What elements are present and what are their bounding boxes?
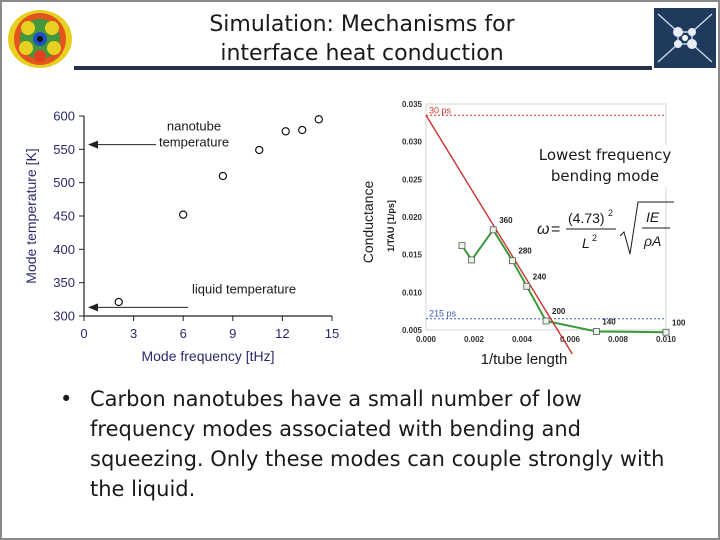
x-tick-label: 0.008 [608,335,629,344]
x-tick-label: 9 [229,326,236,341]
data-point [218,171,228,181]
reference-label: 30 ps [429,105,452,115]
bullet-point: • Carbon nanotubes have a small number o… [60,384,680,504]
y-tick-label: 300 [53,309,75,324]
data-point [542,317,550,325]
y-tick-label: 0.035 [402,100,423,109]
y-tick-label: 0.005 [402,326,423,335]
title-rule [74,66,652,70]
arrow-head [88,140,98,149]
data-label: 280 [518,247,532,256]
y-tick-label: 0.010 [402,288,423,297]
data-point [468,256,475,264]
svg-text:=: = [551,221,560,238]
data-point [114,297,123,307]
data-point [508,257,516,265]
data-point [523,282,531,290]
y-tick-label: 0.030 [402,138,423,147]
y-tick-label: 500 [53,175,75,190]
annotation-label: nanotube [167,119,221,134]
data-point [592,328,600,335]
svg-text:L: L [582,235,590,251]
title-line: Simulation: Mechanisms for [209,12,515,37]
formula: ω = (4.73) 2 L 2 IE ρA [537,201,674,255]
molecular-network-logo-icon [654,8,716,68]
y-tick-label: 450 [53,209,75,224]
data-point [662,328,670,336]
svg-text:ω: ω [537,221,549,238]
reference-label: 215 ps [429,309,457,319]
data-point [298,125,307,135]
plot-frame [425,103,667,331]
x-tick-label: 0 [80,326,87,341]
data-label: 100 [672,318,686,327]
x-tick-label: 0.006 [560,335,581,344]
inner-y-axis-label: 1/TAU [1/ps] [386,200,396,252]
x-tick-label: 3 [130,326,137,341]
slide-title: Simulation: Mechanisms for interface hea… [112,10,612,68]
data-point [179,210,188,219]
y-tick-label: 350 [53,275,75,290]
conductance-chart: 0.005 0.010 0.015 0.020 0.025 0.030 0.035 0.00… [352,98,702,372]
data-point [281,127,290,136]
label-line: bending mode [550,167,660,185]
y-tick-label: 600 [53,109,75,124]
y-tick-label: 550 [53,142,75,157]
y-tick-label: 400 [53,242,75,257]
outer-y-axis-label: Conductance [360,181,376,264]
series-line [425,114,573,355]
x-tick-label: 0.004 [512,335,533,344]
x-axis-label: 1/tube length [481,351,568,368]
x-tick-label: 0.000 [416,335,437,344]
arrow-head [88,303,98,312]
label-line: Lowest frequency [538,146,672,164]
svg-text:IE: IE [646,209,660,225]
mode-temperature-chart: 300 350 400 450 500 550 600 0 3 6 9 12 15 nanotube t… [16,102,346,370]
title-line: interface heat conduction [220,41,504,66]
data-point [255,145,264,155]
x-tick-label: 15 [325,326,339,341]
x-tick-label: 0.002 [464,335,485,344]
y-axis-label: Mode temperature [K] [23,148,39,283]
data-label: 360 [499,216,513,225]
data-label: 240 [533,272,547,281]
nanotube-cage-logo-icon [6,8,74,70]
svg-text:2: 2 [608,208,613,218]
data-point [489,226,497,234]
data-label: 200 [552,307,566,316]
annotation-label: liquid temperature [192,281,296,296]
x-tick-label: 0.010 [656,335,677,344]
svg-text:ρA: ρA [643,233,661,249]
y-tick-label: 0.020 [402,213,423,222]
data-point [458,242,466,250]
x-tick-label: 6 [180,326,187,341]
x-tick-label: 12 [275,326,289,341]
data-label: 140 [602,318,616,327]
y-tick-label: 0.025 [402,175,423,184]
annotation-label: temperature [159,135,229,150]
x-axis-label: Mode frequency [tHz] [141,348,274,364]
series-line [461,228,667,334]
bullet-text: Carbon nanotubes have a small number of … [90,387,665,501]
y-tick-label: 0.015 [402,251,423,260]
svg-text:2: 2 [592,233,597,243]
bullet-symbol: • [60,387,73,411]
lowest-frequency-label: Lowest frequency bending mode [520,145,690,187]
data-point [314,115,323,124]
svg-text:(4.73): (4.73) [568,210,605,226]
